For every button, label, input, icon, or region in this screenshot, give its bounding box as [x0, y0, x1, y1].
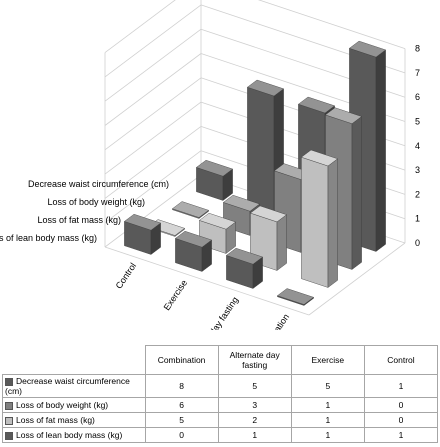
gridline	[104, 101, 202, 175]
gridline	[104, 77, 202, 151]
gridline	[104, 28, 202, 102]
table-cell: 6	[144, 397, 219, 413]
y-tick-label: 3	[415, 165, 420, 175]
bar	[225, 247, 264, 289]
table-col-header: Alternate day fasting	[217, 345, 292, 375]
series-label: Decrease waist circumference (cm)	[28, 179, 169, 189]
bar	[195, 159, 234, 201]
table-cell: 1	[290, 427, 365, 443]
table-row: Loss of fat mass (kg) 5 2 1 0	[2, 412, 439, 428]
table-cell: 5	[290, 374, 365, 398]
row-label-text: Decrease waist circumference (cm)	[5, 376, 130, 396]
table-cell: 1	[363, 427, 439, 443]
gridline	[104, 53, 202, 126]
y-tick-label: 2	[415, 189, 420, 199]
y-tick-label: 0	[415, 238, 420, 248]
bar	[276, 288, 315, 306]
gridline	[104, 174, 202, 248]
table-cell: 1	[217, 427, 292, 443]
axis-edge	[308, 242, 406, 316]
table-row: Decrease waist circumference (cm) 8 5 5 …	[2, 374, 439, 398]
table-cell: 5	[144, 412, 219, 428]
series-label: Loss of lean body mass (kg)	[0, 233, 97, 243]
gridline	[257, 0, 406, 49]
series-label: Loss of fat mass (kg)	[37, 215, 121, 225]
table-cell: 1	[290, 397, 365, 413]
y-tick-label: 5	[415, 117, 420, 127]
table-cell: 0	[363, 412, 439, 428]
bar-chart-3d: 0 1 2 3 4 5 6 7 8 Decrease waist circumference (…	[0, 0, 420, 330]
category-label: Exercise	[162, 278, 190, 312]
table-cell: 0	[363, 397, 439, 413]
bar	[123, 213, 162, 255]
legend-key	[5, 416, 13, 425]
y-tick-label: 8	[415, 44, 420, 54]
table-cell: 1	[290, 412, 365, 428]
y-tick-label: 6	[415, 92, 420, 102]
bar	[174, 230, 213, 272]
bar	[300, 149, 339, 288]
legend-key	[5, 401, 13, 410]
category-label: Combination	[255, 312, 292, 330]
table-cell: 3	[217, 397, 292, 413]
legend-key	[5, 431, 13, 440]
y-tick-label: 4	[415, 141, 420, 151]
table-cell: 1	[363, 374, 439, 398]
gridline	[104, 126, 202, 199]
gridline	[104, 150, 202, 224]
y-tick-label: 1	[415, 214, 420, 224]
table-row-label: Loss of fat mass (kg)	[2, 412, 146, 428]
table-col-header: Control	[363, 345, 439, 375]
category-label: Alternate day fasting	[186, 295, 240, 330]
data-table: Combination Alternate day fasting Exerci…	[2, 345, 439, 443]
row-label-text: Loss of body weight (kg)	[16, 400, 109, 410]
table-cell: 2	[217, 412, 292, 428]
table-row-label: Loss of body weight (kg)	[2, 397, 146, 413]
table-col-header: Exercise	[290, 345, 365, 375]
chart-bars	[123, 40, 387, 306]
table-row: Loss of lean body mass (kg) 0 1 1 1	[2, 427, 439, 443]
row-label-text: Loss of lean body mass (kg)	[16, 430, 123, 440]
row-label-text: Loss of fat mass (kg)	[16, 415, 95, 425]
axis-edge	[104, 246, 310, 316]
gridline	[104, 0, 176, 53]
y-tick-labels: 0 1 2 3 4 5 6 7 8	[415, 44, 420, 248]
table-cell: 0	[144, 427, 219, 443]
table-col-header: Combination	[144, 345, 219, 375]
gridline	[104, 4, 202, 78]
table-cell: 8	[144, 374, 219, 398]
table-row: Loss of body weight (kg) 6 3 1 0	[2, 397, 439, 413]
table-row-label: Decrease waist circumference (cm)	[2, 374, 146, 398]
table-cell: 5	[217, 374, 292, 398]
legend-key	[5, 377, 13, 386]
y-tick-label: 7	[415, 68, 420, 78]
series-label: Loss of body weight (kg)	[47, 197, 145, 207]
category-label: Control	[114, 261, 139, 291]
table-row-label: Loss of lean body mass (kg)	[2, 427, 146, 443]
series-labels: Decrease waist circumference (cm) Loss of…	[0, 179, 169, 243]
data-table-header-row: Combination Alternate day fasting Exerci…	[2, 345, 439, 375]
bar	[171, 201, 210, 219]
table-corner	[2, 345, 146, 375]
